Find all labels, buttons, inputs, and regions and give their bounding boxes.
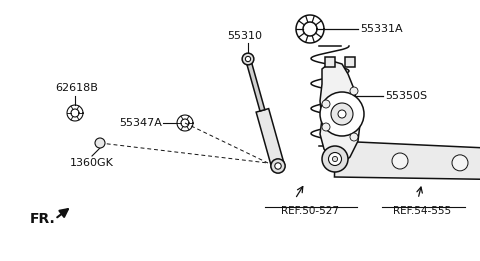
Circle shape xyxy=(452,155,468,171)
Circle shape xyxy=(271,159,285,173)
Circle shape xyxy=(95,138,105,148)
Text: 62618B: 62618B xyxy=(55,83,98,93)
Polygon shape xyxy=(325,57,335,67)
Circle shape xyxy=(392,153,408,169)
Circle shape xyxy=(350,133,358,141)
Polygon shape xyxy=(345,57,355,67)
Circle shape xyxy=(275,163,281,169)
Text: REF.50-527: REF.50-527 xyxy=(281,206,339,216)
Circle shape xyxy=(322,146,348,172)
Text: 1360GK: 1360GK xyxy=(70,158,114,168)
Text: 55310: 55310 xyxy=(228,31,263,41)
Circle shape xyxy=(332,156,337,162)
Circle shape xyxy=(245,56,251,62)
Text: FR.: FR. xyxy=(30,212,56,226)
Circle shape xyxy=(242,53,254,65)
Circle shape xyxy=(338,110,346,118)
Polygon shape xyxy=(320,61,360,164)
Circle shape xyxy=(322,100,330,108)
Polygon shape xyxy=(256,109,284,168)
Circle shape xyxy=(331,103,353,125)
Text: 55331A: 55331A xyxy=(360,24,403,34)
Text: 55350S: 55350S xyxy=(385,91,427,101)
Circle shape xyxy=(322,123,330,131)
Polygon shape xyxy=(246,58,265,111)
Circle shape xyxy=(320,92,364,136)
Circle shape xyxy=(350,87,358,95)
Circle shape xyxy=(328,152,341,165)
Text: REF.54-555: REF.54-555 xyxy=(393,206,451,216)
Polygon shape xyxy=(335,141,480,181)
Text: 55347A: 55347A xyxy=(119,118,162,128)
